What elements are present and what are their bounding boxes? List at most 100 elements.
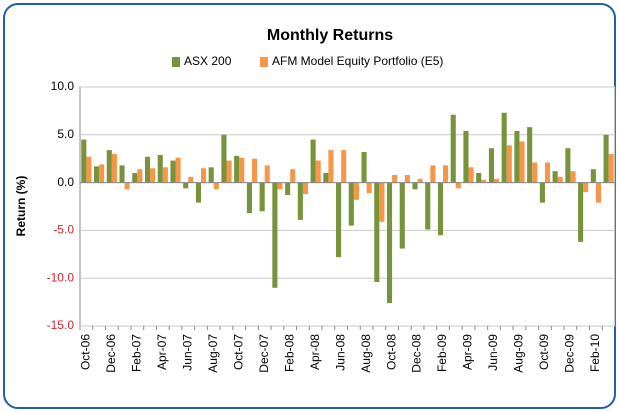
bar [455, 182, 461, 189]
bar [463, 130, 469, 183]
bar [323, 173, 329, 183]
bar [264, 165, 270, 183]
bar [277, 182, 283, 190]
bar [443, 165, 449, 183]
x-tick-label: Oct-07 [231, 334, 245, 370]
x-tick-label: Oct-09 [537, 334, 551, 370]
bar [514, 130, 520, 183]
bar [259, 182, 265, 212]
bar [285, 182, 291, 196]
bar [392, 174, 398, 183]
legend-label: ASX 200 [184, 54, 232, 68]
bar [157, 154, 163, 183]
bar [399, 182, 405, 249]
bar [144, 156, 151, 183]
bar [527, 127, 533, 183]
bar [106, 150, 112, 183]
bar [195, 182, 202, 203]
bar [552, 171, 558, 183]
y-tick-label: -10.0 [47, 270, 75, 284]
x-tick-label: Aug-08 [359, 334, 373, 373]
bar [188, 176, 194, 183]
bar [175, 157, 181, 183]
x-tick-label: Feb-08 [282, 334, 296, 372]
x-tick-label: Dec-06 [104, 334, 118, 373]
x-tick-label: Aug-07 [206, 334, 220, 373]
bar [99, 164, 105, 183]
bar [213, 182, 219, 190]
bar [183, 182, 189, 189]
x-tick-label: Oct-06 [79, 334, 93, 370]
bar [532, 162, 538, 183]
bar [86, 156, 92, 183]
bar [353, 182, 359, 200]
bar [425, 182, 431, 230]
y-tick-label: 0.0 [57, 175, 74, 189]
bar [170, 160, 176, 183]
bar [437, 182, 444, 236]
bar [412, 182, 418, 190]
legend-swatch [260, 57, 268, 67]
bar [239, 157, 245, 183]
x-tick-label: Dec-09 [563, 334, 577, 373]
y-tick-label: 5.0 [57, 127, 74, 141]
bar [417, 178, 423, 183]
x-tick-label: Jun-09 [486, 334, 500, 371]
bar [379, 182, 385, 222]
y-tick-label: -15.0 [47, 318, 75, 332]
plot-area [79, 86, 616, 327]
bar [468, 167, 474, 183]
bar [595, 182, 601, 203]
bar [557, 176, 563, 183]
x-tick-label: Apr-08 [308, 334, 322, 370]
bar [137, 169, 143, 183]
bar [374, 182, 380, 283]
bar [386, 182, 393, 304]
bar [234, 155, 240, 183]
bar [246, 182, 252, 214]
bar [450, 114, 456, 183]
bar [348, 182, 354, 226]
bar [119, 165, 125, 183]
bar [201, 168, 207, 183]
bar [124, 182, 130, 190]
x-tick-label: Apr-07 [155, 334, 169, 370]
x-tick-label: Dec-07 [257, 334, 271, 373]
bar [476, 173, 482, 183]
x-tick-label: Feb-07 [129, 334, 143, 372]
x-tick-label: Jun-08 [333, 334, 347, 371]
bar [328, 150, 334, 183]
bar [336, 182, 342, 258]
x-tick-label: Oct-08 [384, 334, 398, 370]
legend-swatch [172, 57, 180, 67]
bar [493, 178, 500, 183]
bar [519, 141, 525, 183]
x-tick-label: Jun-07 [180, 334, 194, 371]
bar [111, 153, 117, 183]
bar [272, 182, 278, 288]
y-axis-title: Return (%) [14, 176, 28, 237]
bar [208, 167, 214, 183]
bar [430, 165, 436, 183]
bar [488, 148, 494, 183]
bar [481, 179, 487, 183]
bar [290, 169, 296, 183]
bar [221, 134, 227, 183]
legend-label: AFM Model Equity Portfolio (E5) [272, 54, 443, 68]
bar [94, 166, 100, 183]
bar [226, 160, 232, 183]
bar [81, 139, 87, 183]
bar [315, 160, 321, 183]
bar [302, 182, 309, 195]
chart-title: Monthly Returns [267, 27, 393, 44]
bar [506, 145, 512, 183]
bar [590, 169, 596, 183]
bar [132, 173, 138, 183]
x-tick-label: Dec-08 [410, 334, 424, 373]
bar [603, 134, 609, 183]
bar [544, 162, 551, 183]
x-tick-label: Aug-09 [512, 334, 526, 373]
bar [539, 182, 545, 203]
bar [608, 153, 614, 183]
